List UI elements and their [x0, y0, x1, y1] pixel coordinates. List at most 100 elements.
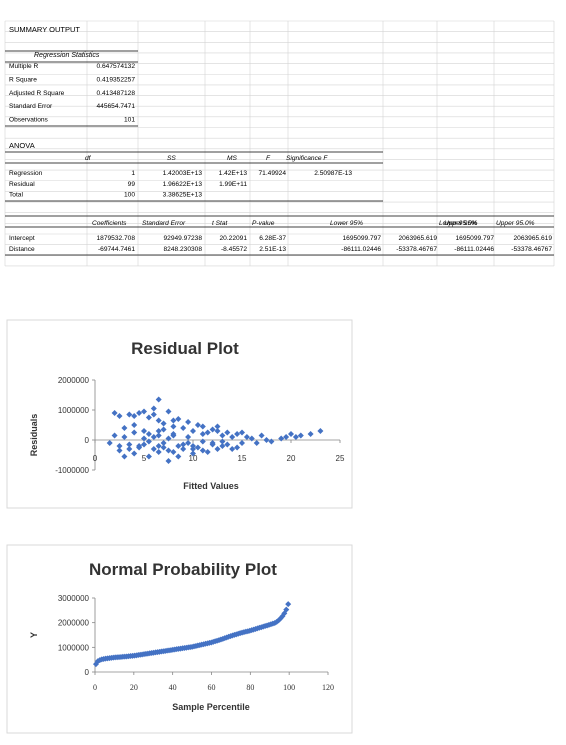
data-point — [165, 447, 172, 454]
data-point — [121, 434, 128, 440]
anova-header: MS — [227, 155, 237, 162]
data-point — [116, 413, 123, 419]
coef-cell: -53378.46767 — [511, 246, 552, 253]
data-point — [224, 429, 231, 436]
anova-header: SS — [167, 155, 176, 162]
x-tick-label: 120 — [322, 683, 334, 692]
x-tick-label: 25 — [336, 454, 345, 463]
data-point — [239, 429, 245, 436]
data-point — [190, 428, 196, 434]
coef-header: Standard Error — [142, 220, 186, 227]
data-point — [214, 428, 221, 434]
data-point — [145, 431, 152, 437]
x-tick-label: 5 — [142, 454, 147, 463]
data-point — [175, 453, 182, 460]
x-tick-label: 60 — [208, 683, 216, 692]
x-tick-label: 0 — [93, 454, 98, 463]
reg-stat-value: 0.419352257 — [96, 76, 135, 83]
reg-stat-label: R Square — [9, 76, 37, 83]
normal-plot-title: Normal Probability Plot — [89, 560, 277, 579]
anova-title: ANOVA — [9, 141, 35, 150]
data-point — [170, 417, 177, 424]
data-point — [185, 440, 192, 446]
coef-cell: 8248.230308 — [163, 246, 202, 253]
coef-cell: -53378.46767 — [396, 246, 437, 253]
y-tick-label: 2000000 — [58, 376, 90, 385]
data-point — [307, 431, 314, 437]
anova-cell: 1.42003E+13 — [163, 170, 203, 177]
data-point — [234, 444, 241, 451]
data-point — [234, 431, 241, 437]
coef-cell: -8.45572 — [221, 246, 247, 253]
anova-cell: 2.50987E-13 — [314, 170, 352, 177]
anova-cell: 99 — [128, 181, 136, 188]
anova-header: df — [85, 155, 92, 162]
coef-cell: -86111.02446 — [341, 246, 381, 253]
data-point — [150, 405, 157, 412]
data-point — [190, 446, 196, 452]
regression-statistics-table: Multiple R 0.647574132 R Square 0.419352257… — [9, 63, 135, 124]
coef-cell: -69744.7461 — [98, 246, 135, 253]
data-point — [155, 443, 162, 449]
coef-header: Lower 95% — [330, 220, 363, 227]
x-tick-label: 100 — [283, 683, 295, 692]
residual-plot-xlabel: Fitted Values — [183, 481, 239, 491]
data-point — [199, 438, 206, 445]
reg-stat-label: Multiple R — [9, 63, 39, 70]
coef-header: Lower 95.0% — [439, 220, 478, 227]
coef-header: Upper 95.0% — [496, 220, 535, 227]
normal-plot-ylabel: Y — [29, 632, 39, 638]
data-point — [150, 446, 157, 452]
data-point — [141, 435, 147, 442]
x-tick-label: 20 — [287, 454, 296, 463]
data-point — [141, 408, 147, 415]
anova-table: df SS MS F Significance F Regression 1 1.42003E… — [9, 155, 352, 199]
y-tick-label: 0 — [85, 668, 90, 677]
data-point — [131, 450, 138, 457]
anova-row-label: Total — [9, 192, 23, 199]
data-point — [145, 453, 152, 460]
reg-stat-value: 0.647574132 — [96, 63, 135, 70]
coef-cell: 2063965.619 — [513, 235, 552, 242]
cell-grid — [4, 20, 555, 267]
data-point — [263, 437, 270, 443]
x-tick-label: 20 — [130, 683, 138, 692]
coef-cell: 1695099.797 — [342, 235, 381, 242]
data-point — [170, 431, 177, 437]
data-point — [160, 440, 167, 446]
data-point — [106, 440, 113, 446]
data-point — [175, 443, 182, 449]
data-point — [214, 423, 221, 430]
coef-cell: -86111.02446 — [454, 246, 494, 253]
data-point — [209, 440, 216, 446]
data-point — [160, 420, 167, 427]
data-point — [165, 435, 172, 442]
data-point — [170, 423, 177, 430]
data-point — [204, 449, 211, 455]
data-point — [248, 435, 255, 442]
y-tick-label: 2000000 — [58, 619, 90, 628]
data-point — [204, 429, 211, 436]
data-point — [292, 434, 299, 440]
reg-stat-label: Adjusted R Square — [9, 90, 65, 97]
data-point — [180, 441, 187, 448]
data-point — [283, 434, 290, 440]
data-point — [268, 438, 275, 445]
data-point — [155, 396, 162, 403]
data-point — [297, 432, 304, 439]
data-point — [155, 428, 162, 434]
data-point — [175, 416, 182, 422]
anova-cell: 71.49924 — [258, 170, 286, 177]
data-point — [185, 434, 192, 440]
data-point — [278, 435, 285, 442]
data-point — [165, 408, 172, 415]
data-point — [229, 446, 236, 452]
data-point — [219, 438, 226, 445]
data-point — [243, 434, 250, 440]
residual-plot-title: Residual Plot — [131, 339, 239, 358]
regression-stats-header: Regression Statistics — [34, 52, 100, 59]
residual-plot-chart: Residual Plot Fitted Values Residuals -1… — [6, 319, 353, 509]
coef-row-label: Intercept — [9, 235, 35, 242]
anova-cell: 3.38625E+13 — [163, 192, 203, 199]
data-point — [131, 422, 138, 428]
